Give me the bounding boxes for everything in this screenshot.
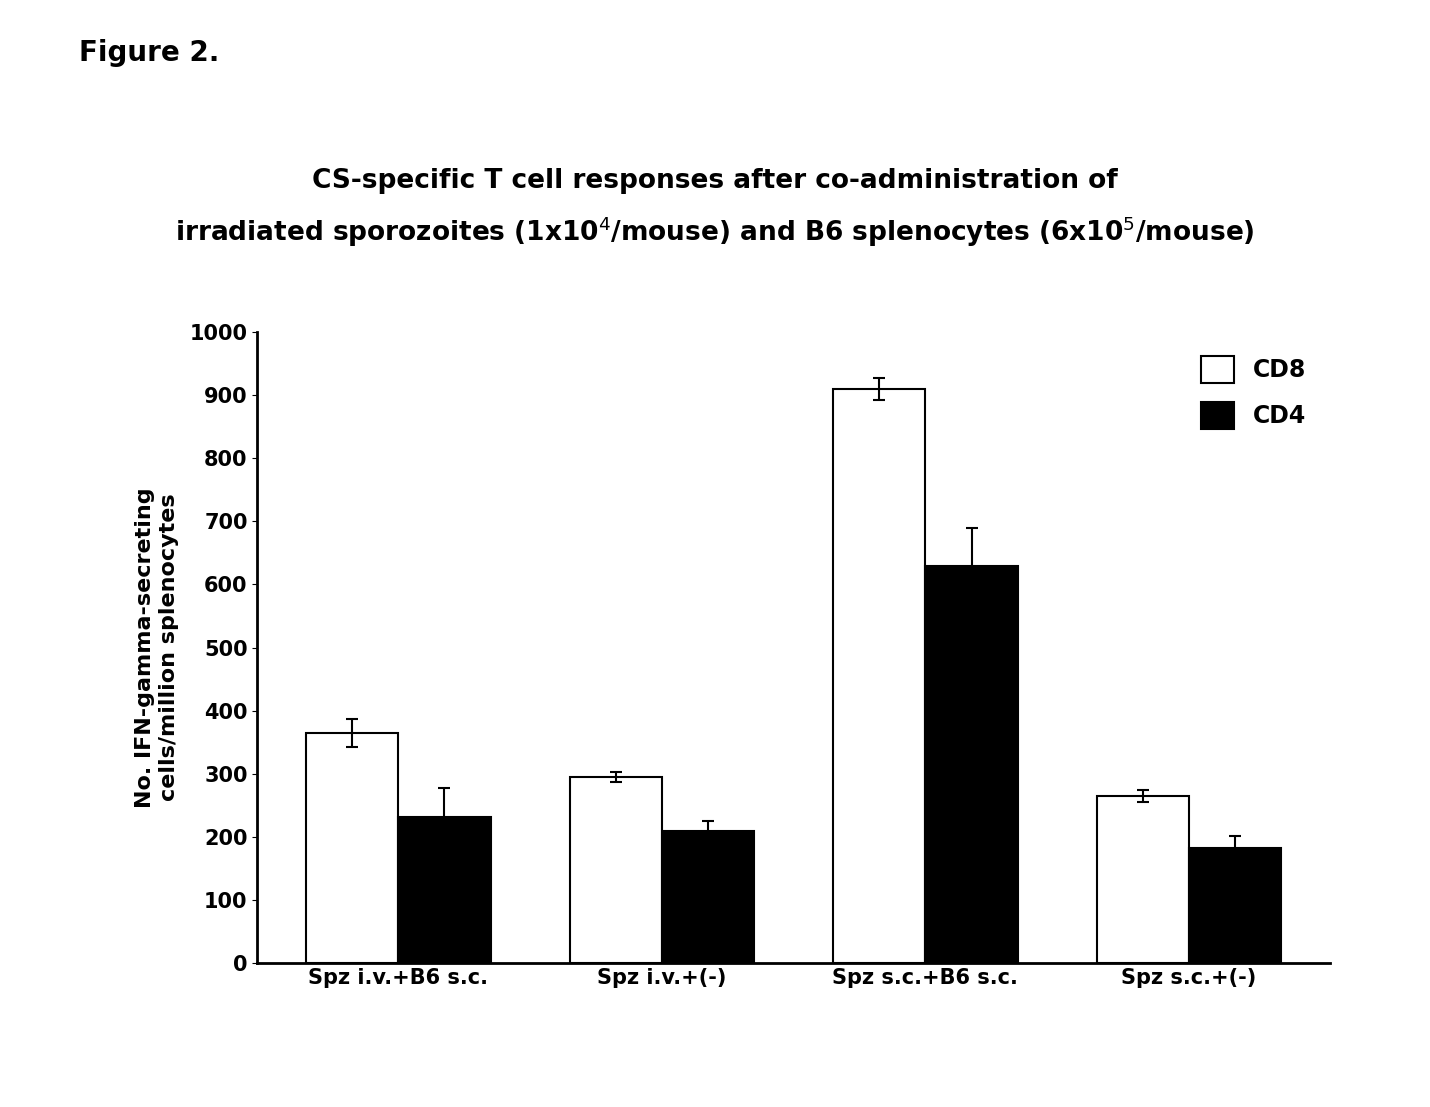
Bar — [662, 830, 754, 963]
Bar — [925, 566, 1018, 963]
Text: Figure 2.: Figure 2. — [79, 39, 219, 66]
Bar — [1097, 796, 1188, 963]
Text: irradiated sporozoites (1x10$^4$/mouse) and B6 splenocytes (6x10$^5$/mouse): irradiated sporozoites (1x10$^4$/mouse) … — [174, 215, 1256, 249]
Bar — [399, 817, 490, 963]
Y-axis label: No. IFN-gamma-secreting
cells/million splenocytes: No. IFN-gamma-secreting cells/million sp… — [136, 487, 179, 808]
Legend: CD8, CD4: CD8, CD4 — [1190, 344, 1318, 441]
Bar — [306, 733, 399, 963]
Bar — [569, 777, 662, 963]
Bar — [834, 389, 925, 963]
Text: CS-specific T cell responses after co-administration of: CS-specific T cell responses after co-ad… — [312, 168, 1118, 194]
Bar — [1188, 848, 1281, 963]
